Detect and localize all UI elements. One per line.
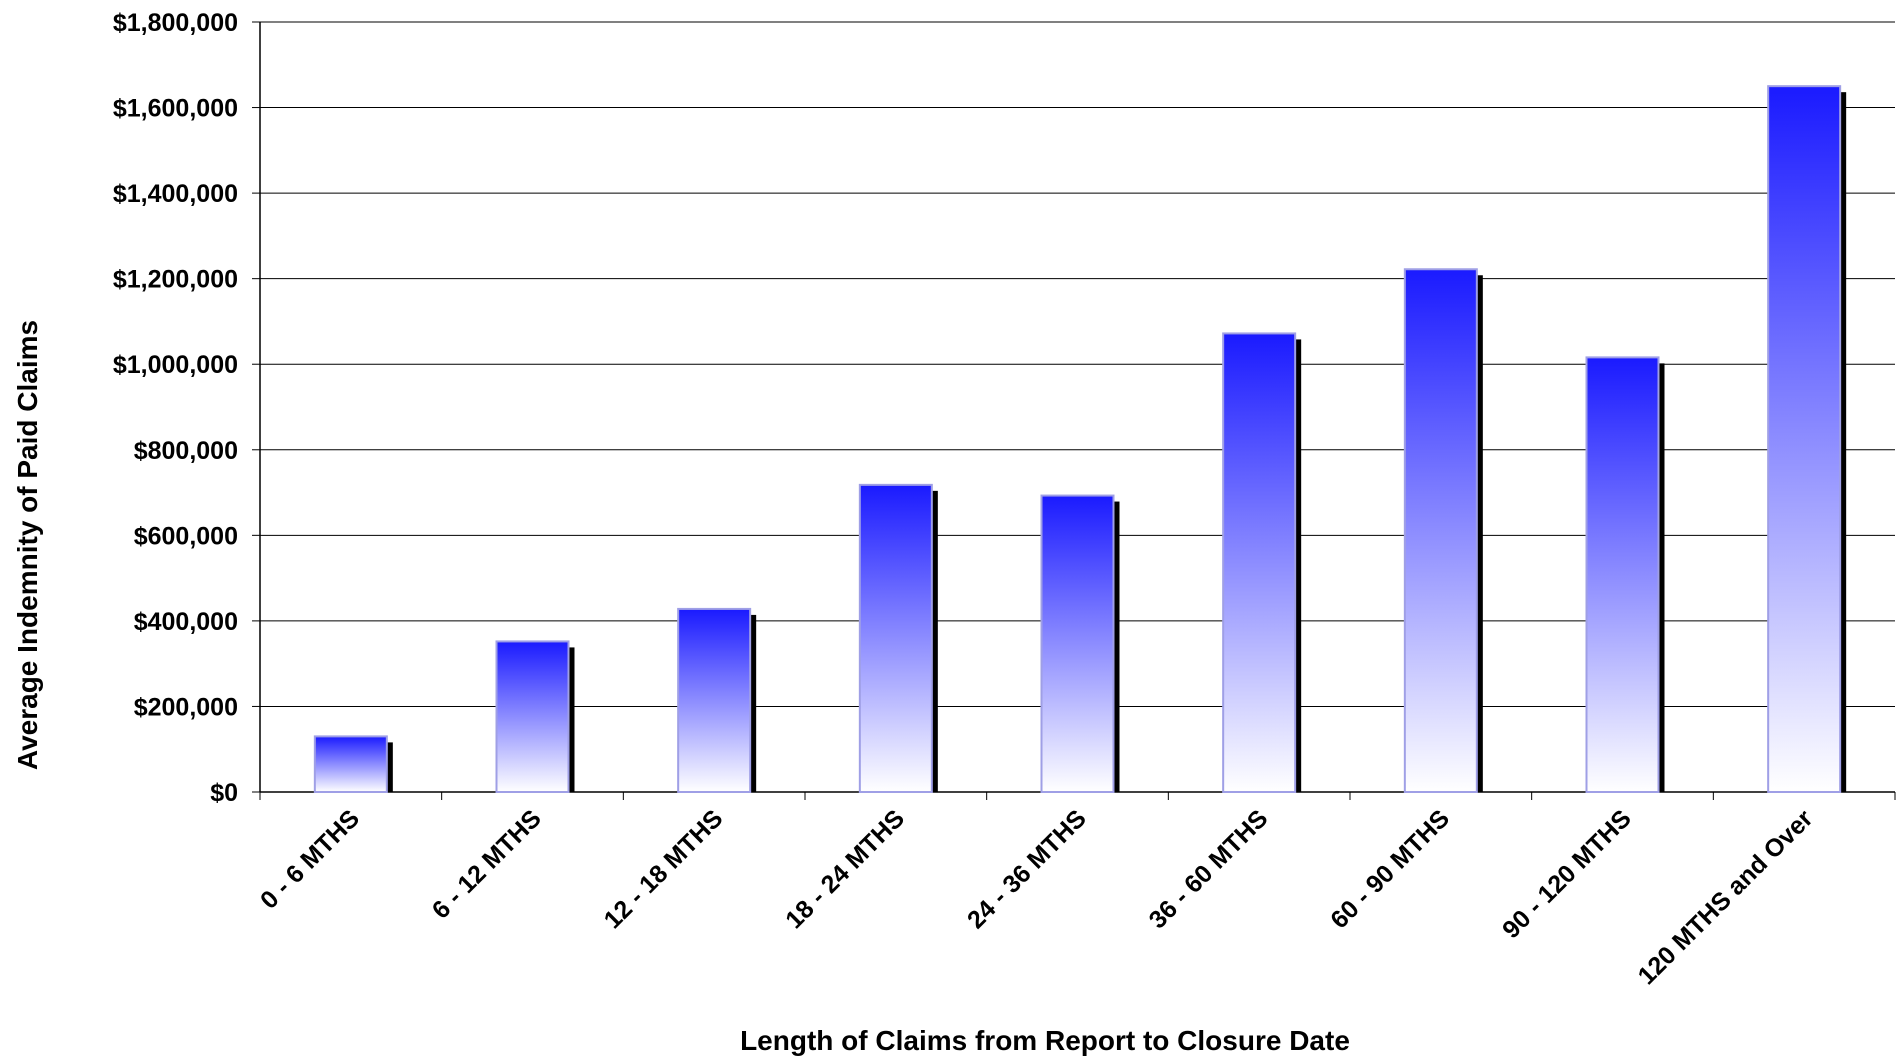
x-tick-label: 18 - 24 MTHS xyxy=(780,804,910,934)
bar xyxy=(1040,494,1115,793)
x-tick-label: 6 - 12 MTHS xyxy=(427,804,547,924)
bar xyxy=(495,640,570,794)
x-tick-label: 12 - 18 MTHS xyxy=(599,804,729,934)
y-tick-label: $1,400,000 xyxy=(113,180,238,208)
x-tick-label: 0 - 6 MTHS xyxy=(255,804,365,914)
y-tick-label: $400,000 xyxy=(134,608,238,636)
x-axis-title: Length of Claims from Report to Closure … xyxy=(740,1025,1350,1056)
bars xyxy=(313,85,1847,794)
y-axis-title: Average Indemnity of Paid Claims xyxy=(12,320,43,770)
x-tick-label: 120 MTHS and Over xyxy=(1633,804,1819,990)
bar xyxy=(313,735,388,794)
x-tick-label: 90 - 120 MTHS xyxy=(1497,804,1637,944)
bar xyxy=(858,483,933,793)
y-tick-label: $800,000 xyxy=(134,437,238,465)
y-tick-label: $1,200,000 xyxy=(113,266,238,294)
y-tick-label: $1,600,000 xyxy=(113,95,238,123)
x-tick-label: 36 - 60 MTHS xyxy=(1144,804,1274,934)
y-tick-label: $0 xyxy=(210,779,238,807)
bar xyxy=(1222,332,1297,793)
x-tick-label: 24 - 36 MTHS xyxy=(962,804,1092,934)
y-tick-labels: $0 $200,000 $400,000 $600,000 $800,000 $1,000… xyxy=(113,9,238,807)
x-tick-labels: 0 - 6 MTHS 6 - 12 MTHS 12 - 18 MTHS 18 - 24… xyxy=(255,804,1819,990)
bar xyxy=(1403,268,1478,793)
bar xyxy=(1767,85,1842,793)
y-tick-label: $600,000 xyxy=(134,522,238,550)
y-tick-label: $1,800,000 xyxy=(113,9,238,37)
bar xyxy=(677,607,752,794)
x-tick-label: 60 - 90 MTHS xyxy=(1325,804,1455,934)
y-tick-label: $1,000,000 xyxy=(113,351,238,379)
bar xyxy=(1585,356,1660,793)
y-tick-label: $200,000 xyxy=(134,693,238,721)
